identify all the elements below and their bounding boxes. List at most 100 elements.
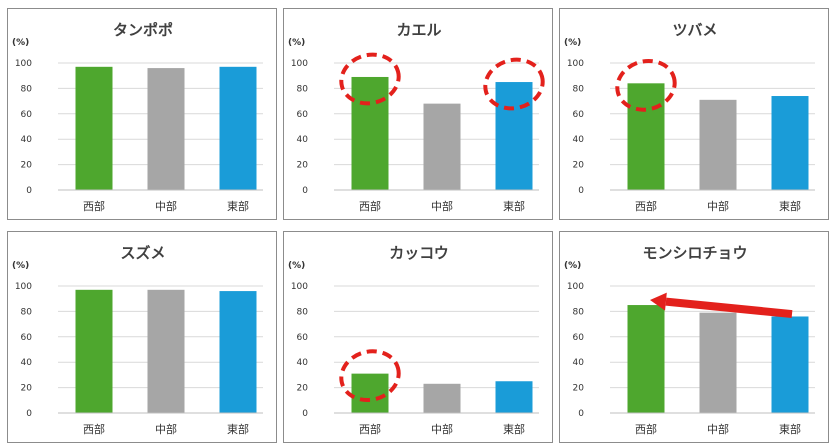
y-tick-label: 0	[302, 409, 308, 419]
x-category-label: 東部	[503, 422, 525, 436]
y-tick-label: 80	[573, 307, 585, 317]
y-tick-label: 80	[297, 84, 309, 94]
chart-title: ツバメ	[672, 21, 717, 39]
y-tick-label: 0	[302, 186, 308, 196]
y-tick-label: 20	[297, 384, 309, 394]
y-tick-label: 80	[573, 84, 585, 94]
chart-title: カッコウ	[389, 244, 448, 262]
x-category-label: 中部	[707, 422, 729, 436]
bar	[495, 82, 533, 190]
x-category-label: 西部	[83, 199, 105, 213]
bar-chart: カッコウ (%) 0 20 40 60 80 100 西部 中部 東部	[288, 244, 539, 436]
y-tick-label: 0	[578, 186, 584, 196]
chart-title: カエル	[396, 21, 441, 39]
x-category-label: 西部	[83, 422, 105, 436]
x-category-label: 中部	[155, 422, 177, 436]
y-tick-label: 40	[573, 358, 585, 368]
chart-title: モンシロチョウ	[642, 244, 747, 262]
bar	[627, 83, 665, 190]
trend-arrow	[665, 297, 793, 319]
x-category-label: 中部	[431, 199, 453, 213]
bar	[75, 66, 113, 190]
trend-arrow-head	[650, 292, 667, 311]
x-category-label: 東部	[227, 422, 249, 436]
y-tick-label: 60	[297, 110, 309, 120]
y-tick-label: 40	[21, 135, 33, 145]
chart-title: スズメ	[120, 244, 165, 262]
bar	[495, 381, 533, 413]
bar	[147, 289, 185, 413]
bar	[699, 312, 737, 413]
chart-panel-swallow: ツバメ (%) 0 20 40 60 80 100 西部 中部 東部	[559, 8, 829, 220]
y-tick-label: 60	[573, 110, 585, 120]
highlight-circle	[339, 349, 401, 402]
x-category-label: 西部	[635, 422, 657, 436]
bar-chart: スズメ (%) 0 20 40 60 80 100 西部 中部 東部	[12, 244, 263, 436]
y-tick-label: 40	[573, 135, 585, 145]
x-category-label: 東部	[779, 422, 801, 436]
bar	[771, 96, 809, 190]
y-tick-label: 100	[567, 282, 584, 292]
y-tick-label: 80	[21, 307, 33, 317]
y-tick-label: 100	[15, 282, 32, 292]
chart-panel-frog: カエル (%) 0 20 40 60 80 100 西部 中部 東部	[283, 8, 553, 220]
highlight-circle	[483, 57, 545, 111]
x-category-label: 東部	[227, 199, 249, 213]
y-axis-unit-label: (%)	[288, 38, 305, 48]
bar-chart: モンシロチョウ (%) 0 20 40 60 80 100 西部 中部 東部	[564, 244, 815, 436]
highlight-circle	[339, 52, 401, 106]
y-tick-label: 40	[297, 135, 309, 145]
chart-panel-dandelion: タンポポ (%) 0 20 40 60 80 100 西部 中部 東部	[7, 8, 277, 220]
y-tick-label: 60	[297, 333, 309, 343]
y-axis-unit-label: (%)	[564, 261, 581, 271]
bar	[423, 383, 461, 413]
bar	[627, 305, 665, 413]
x-category-label: 西部	[359, 422, 381, 436]
chart-panel-cuckoo: カッコウ (%) 0 20 40 60 80 100 西部 中部 東部	[283, 231, 553, 443]
y-tick-label: 20	[297, 161, 309, 171]
y-axis-unit-label: (%)	[564, 38, 581, 48]
y-axis-unit-label: (%)	[288, 261, 305, 271]
chart-title: タンポポ	[113, 21, 173, 39]
y-tick-label: 60	[21, 333, 33, 343]
y-axis-unit-label: (%)	[12, 261, 29, 271]
y-axis-unit-label: (%)	[12, 38, 29, 48]
y-tick-label: 0	[578, 409, 584, 419]
chart-panel-sparrow: スズメ (%) 0 20 40 60 80 100 西部 中部 東部	[7, 231, 277, 443]
y-tick-label: 40	[297, 358, 309, 368]
x-category-label: 中部	[431, 422, 453, 436]
y-tick-label: 60	[573, 333, 585, 343]
bar	[699, 99, 737, 190]
x-category-label: 西部	[359, 199, 381, 213]
x-category-label: 中部	[155, 199, 177, 213]
bar	[423, 103, 461, 190]
y-tick-label: 40	[21, 358, 33, 368]
bar	[75, 289, 113, 413]
y-tick-label: 80	[21, 84, 33, 94]
y-tick-label: 80	[297, 307, 309, 317]
x-category-label: 西部	[635, 199, 657, 213]
y-tick-label: 20	[21, 384, 33, 394]
y-tick-label: 20	[573, 384, 585, 394]
x-category-label: 中部	[707, 199, 729, 213]
bar	[147, 68, 185, 190]
bar-chart: カエル (%) 0 20 40 60 80 100 西部 中部 東部	[288, 21, 545, 213]
y-tick-label: 100	[15, 59, 32, 69]
y-tick-label: 20	[573, 161, 585, 171]
y-tick-label: 100	[291, 282, 308, 292]
bar	[351, 76, 389, 190]
y-tick-label: 0	[26, 186, 32, 196]
y-tick-label: 0	[26, 409, 32, 419]
highlight-circle	[615, 58, 677, 112]
bar	[351, 373, 389, 413]
bar	[219, 66, 257, 190]
bar-chart: ツバメ (%) 0 20 40 60 80 100 西部 中部 東部	[564, 21, 815, 213]
bar-chart: タンポポ (%) 0 20 40 60 80 100 西部 中部 東部	[12, 21, 263, 213]
y-tick-label: 100	[291, 59, 308, 69]
y-tick-label: 60	[21, 110, 33, 120]
x-category-label: 東部	[779, 199, 801, 213]
x-category-label: 東部	[503, 199, 525, 213]
chart-panel-cabbage-white: モンシロチョウ (%) 0 20 40 60 80 100 西部 中部 東部	[559, 231, 829, 443]
bar	[771, 316, 809, 413]
y-tick-label: 20	[21, 161, 33, 171]
